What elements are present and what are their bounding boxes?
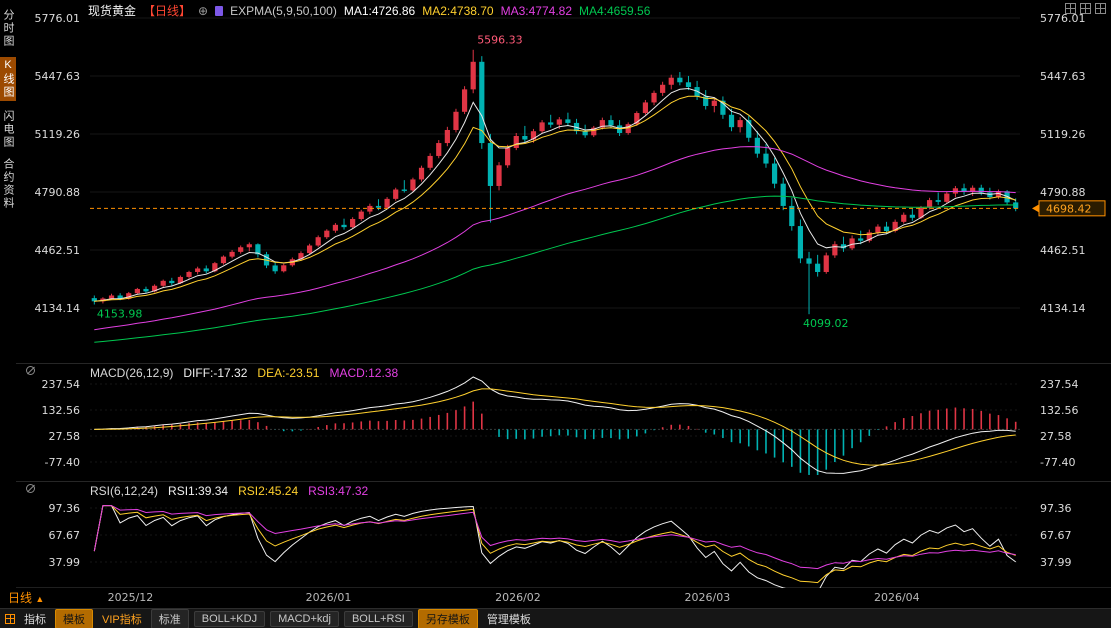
sidebar-item-flash-chart[interactable]: 闪电图 (2, 110, 14, 149)
svg-text:5447.63: 5447.63 (35, 70, 81, 83)
macd-indicator-name[interactable]: MACD(26,12,9) (90, 366, 174, 380)
ma2-value: MA2:4738.70 (422, 3, 494, 18)
indicator-grid-icon[interactable] (5, 613, 15, 624)
svg-text:5776.01: 5776.01 (1040, 12, 1086, 25)
svg-text:5119.26: 5119.26 (1040, 128, 1086, 141)
svg-text:5447.63: 5447.63 (1040, 70, 1086, 83)
last-price-badge (1038, 200, 1106, 217)
toolbar-standard[interactable]: 标准 (150, 608, 189, 628)
toolbar-indicators[interactable]: 指标 (24, 613, 46, 626)
sidebar-item-time-chart[interactable]: 分时图 (2, 9, 14, 48)
ma3-value: MA3:4774.82 (500, 3, 572, 18)
svg-text:2025/12: 2025/12 (108, 591, 154, 604)
svg-text:5596.33: 5596.33 (477, 34, 523, 47)
svg-text:4134.14: 4134.14 (35, 302, 81, 315)
svg-text:2026/01: 2026/01 (306, 591, 352, 604)
sidebar-item-kline-chart[interactable]: K线图 (0, 57, 16, 101)
svg-text:4462.51: 4462.51 (1040, 244, 1086, 257)
candlestick-series (91, 49, 1019, 315)
toolbar-macd-kdj[interactable]: MACD+kdj (270, 610, 339, 627)
macd-dea-value: DEA:-23.51 (257, 366, 320, 380)
svg-text:4698.42: 4698.42 (1046, 202, 1092, 215)
sidebar-item-contract-info[interactable]: 合约资料 (2, 158, 14, 210)
svg-text:27.58: 27.58 (1040, 430, 1072, 443)
ma1-value: MA1:4726.86 (343, 3, 416, 18)
macd-panel-header: MACD(26,12,9) DIFF:-17.32 DEA:-23.51 MAC… (90, 366, 398, 380)
chevron-up-icon: ▲ (35, 594, 45, 604)
svg-text:2026/03: 2026/03 (685, 591, 731, 604)
svg-text:4462.51: 4462.51 (35, 244, 81, 257)
svg-text:-77.40: -77.40 (45, 456, 80, 469)
layout-grid-icon-3[interactable] (1095, 3, 1106, 14)
toolbar-template[interactable]: 模板 (55, 608, 93, 628)
svg-text:67.67: 67.67 (1040, 529, 1072, 542)
rsi-series (93, 505, 1016, 588)
svg-text:-77.40: -77.40 (1040, 456, 1075, 469)
svg-text:4790.88: 4790.88 (35, 186, 81, 199)
period-selector[interactable]: 日线 ▲ (8, 589, 44, 606)
left-sidebar: 分时图 K线图 闪电图 合约资料 (0, 0, 16, 608)
toolbar-boll-kdj[interactable]: BOLL+KDJ (193, 610, 266, 627)
svg-text:2026/02: 2026/02 (495, 591, 541, 604)
expma-lines (94, 87, 1016, 343)
macd-macd-value: MACD:12.38 (329, 366, 399, 380)
svg-text:97.36: 97.36 (1040, 502, 1072, 515)
toolbar-boll-rsi[interactable]: BOLL+RSI (343, 610, 413, 627)
indicator-flag-icon (215, 5, 224, 16)
period-tag: 【日线】 (143, 4, 192, 18)
svg-text:97.36: 97.36 (49, 502, 81, 515)
rsi-panel-header: RSI(6,12,24) RSI1:39.34 RSI2:45.24 RSI3:… (90, 484, 368, 498)
svg-text:27.58: 27.58 (49, 430, 81, 443)
layout-grid-icon-1[interactable] (1065, 3, 1076, 14)
svg-text:37.99: 37.99 (1040, 556, 1072, 569)
bottom-toolbar: 指标 模板 VIP指标 标准 BOLL+KDJ MACD+kdj BOLL+RS… (0, 608, 1111, 628)
symbol-name[interactable]: 现货黄金 (88, 4, 137, 18)
layout-grid-icon-2[interactable] (1080, 3, 1091, 14)
svg-text:4790.88: 4790.88 (1040, 186, 1086, 199)
layout-icons (1065, 3, 1106, 14)
indicator-name[interactable]: EXPMA(5,9,50,100) (230, 3, 337, 18)
last-price-pointer (1032, 204, 1039, 213)
macd-diff-value: DIFF:-17.32 (183, 366, 248, 380)
rsi3-value: RSI3:47.32 (308, 484, 369, 498)
svg-text:132.56: 132.56 (42, 404, 81, 417)
svg-text:4134.14: 4134.14 (1040, 302, 1086, 315)
svg-text:237.54: 237.54 (42, 378, 81, 391)
svg-text:5119.26: 5119.26 (35, 128, 81, 141)
svg-text:2026/04: 2026/04 (874, 591, 920, 604)
macd-panel-toggle-icon[interactable] (26, 366, 35, 375)
toolbar-vip-indicators[interactable]: VIP指标 (102, 613, 142, 626)
period-selector-label: 日线 (8, 591, 33, 605)
chart-header: 现货黄金 【日线】 ⊕ EXPMA(5,9,50,100) MA1:4726.8… (88, 2, 650, 19)
svg-text:4153.98: 4153.98 (97, 307, 142, 320)
macd-series (90, 376, 1020, 475)
rsi-indicator-name[interactable]: RSI(6,12,24) (90, 484, 159, 498)
rsi2-value: RSI2:45.24 (238, 484, 299, 498)
ma4-value: MA4:4659.56 (579, 3, 651, 18)
rsi1-value: RSI1:39.34 (168, 484, 229, 498)
svg-text:237.54: 237.54 (1040, 378, 1079, 391)
toolbar-save-template[interactable]: 另存模板 (417, 608, 478, 628)
svg-text:37.99: 37.99 (49, 556, 81, 569)
rsi-panel-toggle-icon[interactable] (26, 484, 35, 493)
svg-text:4099.02: 4099.02 (803, 317, 849, 330)
add-indicator-icon[interactable]: ⊕ (198, 3, 209, 18)
svg-text:67.67: 67.67 (49, 529, 81, 542)
svg-text:132.56: 132.56 (1040, 404, 1079, 417)
toolbar-manage-template[interactable]: 管理模板 (486, 613, 531, 626)
svg-text:5776.01: 5776.01 (35, 12, 81, 25)
